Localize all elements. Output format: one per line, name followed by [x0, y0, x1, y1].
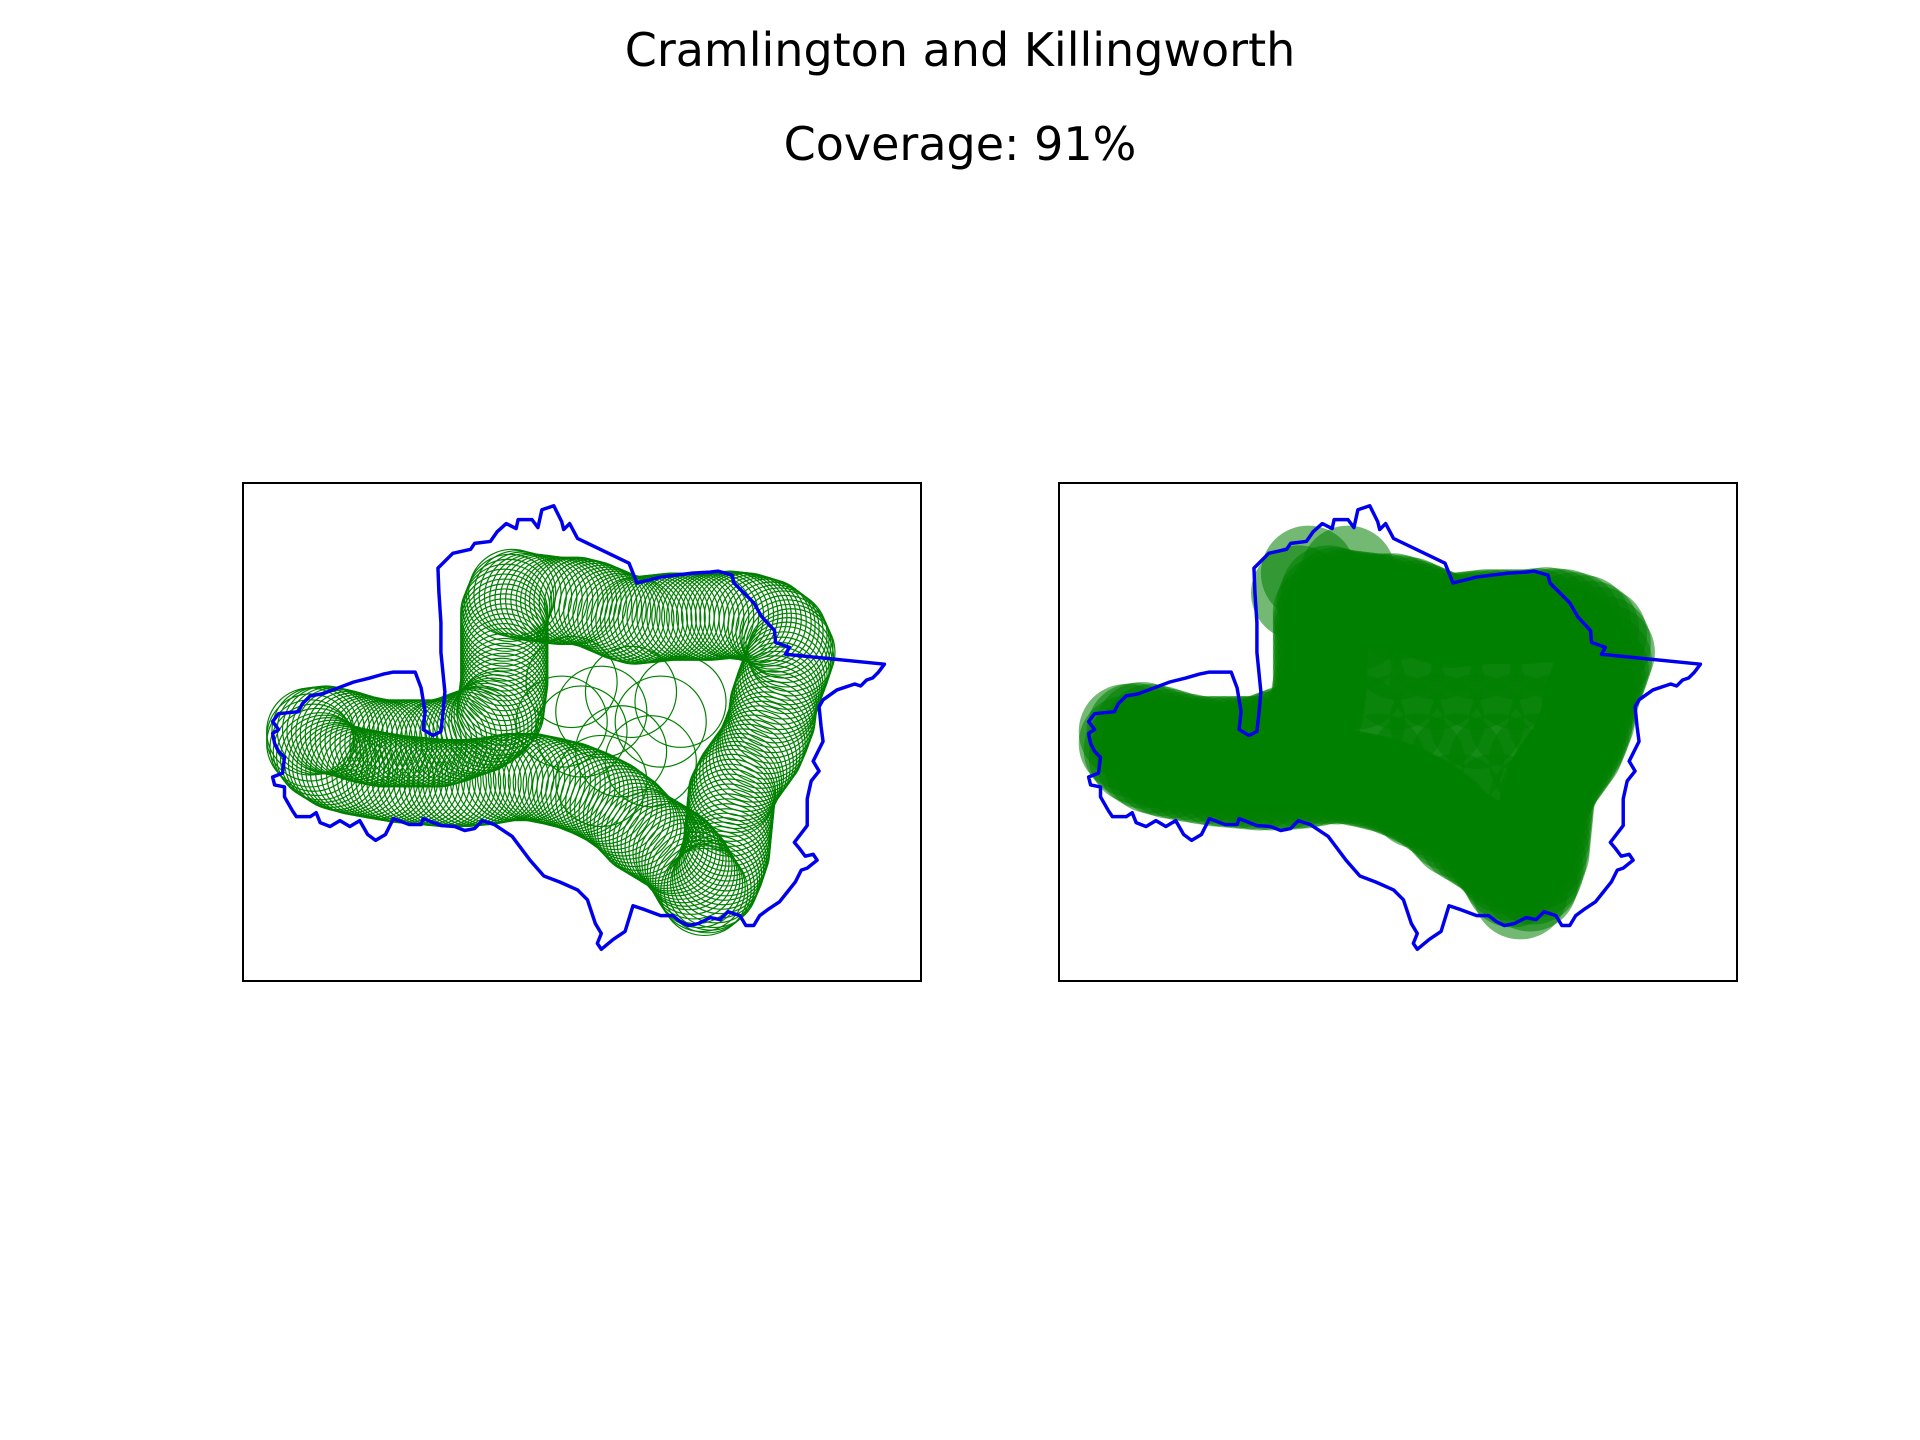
- coverage-filled-panel: [1058, 482, 1738, 982]
- coverage-circle: [550, 751, 639, 840]
- coverage-circle: [654, 839, 744, 929]
- coverage-circle: [604, 715, 697, 808]
- coverage-circle: [733, 646, 823, 735]
- region-boundary: [270, 504, 887, 952]
- coverage-fill-circle: [1488, 753, 1584, 849]
- coverage-circle: [535, 685, 628, 778]
- coverage-circle: [574, 705, 668, 798]
- coverage-subtitle: Coverage: 91%: [783, 117, 1137, 171]
- coverage-circle: [483, 552, 573, 642]
- coverage-circle: [695, 732, 785, 822]
- coverage-circle: [555, 665, 648, 758]
- coverage-circle: [712, 709, 801, 799]
- coverage-circle: [593, 782, 682, 871]
- coverage-circle: [693, 736, 783, 826]
- coverage-fill-circle: [1300, 525, 1396, 621]
- coverage-circle: [705, 719, 794, 808]
- coverage-circle: [721, 691, 810, 780]
- coverage-circle: [670, 572, 760, 661]
- figure-title: Cramlington and Killingworth: [624, 23, 1296, 77]
- coverage-outline-panel: [242, 482, 922, 982]
- coverage-circle: [634, 655, 727, 748]
- coverage-circle: [515, 675, 608, 768]
- coverage-circle: [464, 558, 553, 647]
- coverage-circle: [589, 778, 679, 868]
- coverage-circle: [473, 550, 562, 639]
- coverage-circle: [732, 650, 821, 740]
- region-boundary: [1086, 504, 1703, 952]
- coverage-circle: [553, 562, 643, 651]
- coverage-circle: [739, 631, 828, 720]
- coverage-circle: [666, 842, 756, 931]
- coverage-circle: [743, 599, 832, 688]
- coverage-circle: [266, 699, 355, 788]
- outline-map: [266, 504, 887, 952]
- coverage-circle: [545, 748, 634, 838]
- coverage-fill-circle: [1171, 713, 1267, 809]
- coverage-circle: [555, 734, 648, 828]
- coverage-circle: [269, 703, 358, 792]
- coverage-circle: [663, 845, 752, 934]
- coverage-circle: [275, 712, 365, 801]
- coverage-circle: [632, 808, 721, 897]
- coverage-circle: [549, 560, 638, 649]
- coverage-circle-layer: [266, 548, 836, 937]
- coverage-circle: [584, 645, 678, 739]
- coverage-circle: [525, 635, 618, 729]
- coverage-circle: [638, 815, 727, 904]
- coverage-circle: [536, 745, 625, 834]
- coverage-filled-layer: [1078, 525, 1655, 940]
- coverage-circle: [494, 554, 583, 643]
- coverage-circle: [670, 839, 759, 929]
- coverage-circle: [677, 821, 766, 910]
- filled-map: [1078, 504, 1703, 952]
- coverage-circle: [614, 675, 707, 768]
- coverage-circle: [478, 551, 567, 640]
- coverage-circle: [581, 573, 670, 663]
- coverage-circle: [555, 753, 644, 842]
